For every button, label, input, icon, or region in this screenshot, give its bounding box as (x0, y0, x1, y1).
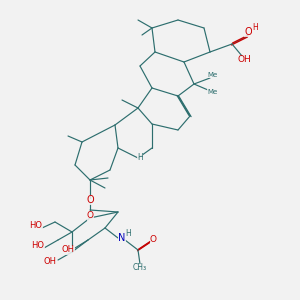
Text: O: O (86, 195, 94, 205)
Text: N: N (118, 233, 126, 243)
Text: CH₃: CH₃ (133, 263, 147, 272)
Text: O: O (86, 212, 94, 220)
Text: H: H (125, 230, 131, 238)
Text: HO: HO (32, 242, 44, 250)
Text: O: O (149, 236, 157, 244)
Text: OH: OH (237, 56, 251, 64)
Text: OH: OH (44, 257, 56, 266)
Text: HO: HO (29, 220, 43, 230)
Text: OH: OH (61, 245, 74, 254)
Text: O: O (244, 27, 252, 37)
Text: Me: Me (207, 72, 217, 78)
Text: H: H (137, 152, 143, 161)
Text: H: H (252, 23, 258, 32)
Text: Me: Me (207, 89, 217, 95)
